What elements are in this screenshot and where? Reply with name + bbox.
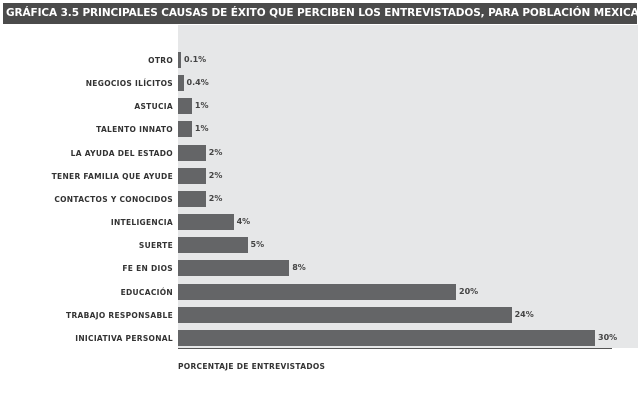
value-label: 2% (208, 193, 223, 203)
bar (178, 283, 456, 300)
x-axis-line (178, 348, 612, 349)
bar (178, 329, 595, 346)
category-label: OTRO (148, 56, 173, 65)
category-label: LA AYUDA DEL ESTADO (70, 148, 173, 158)
category-label: SUERTE (138, 241, 173, 251)
bar (178, 237, 248, 254)
value-label: 20% (459, 286, 479, 296)
bar (178, 75, 184, 92)
bar (178, 98, 192, 115)
bar (178, 121, 192, 138)
value-label: 0.4% (186, 78, 209, 88)
bar (178, 214, 234, 231)
bar (178, 52, 181, 68)
category-label: NEGOCIOS ILÍCITOS (85, 79, 173, 89)
category-label: FE EN DIOS (122, 264, 173, 274)
category-label: TENER FAMILIA QUE AYUDE (51, 171, 173, 181)
category-label: TALENTO INNATO (96, 125, 173, 135)
chart-title: GRÁFICA 3.5 PRINCIPALES CAUSAS DE ÉXITO … (3, 3, 641, 24)
bar (178, 190, 206, 207)
category-label: INTELIGENCIA (110, 218, 173, 228)
value-label: 4% (236, 217, 251, 227)
category-label: CONTACTOS Y CONOCIDOS (54, 194, 173, 204)
bar (178, 306, 512, 323)
category-label: EDUCACIÓN (120, 287, 173, 297)
bar (178, 260, 290, 277)
value-label: 30% (598, 332, 618, 342)
category-label: ASTUCIA (134, 102, 173, 112)
value-label: 2% (208, 147, 223, 157)
bar (178, 167, 206, 184)
category-label: TRABAJO RESPONSABLE (66, 310, 173, 320)
value-label: 1% (194, 124, 209, 134)
value-label: 8% (292, 263, 306, 273)
value-label: 24% (514, 309, 534, 319)
bar (178, 144, 206, 161)
value-label: 5% (250, 240, 265, 250)
plot-area (178, 25, 638, 348)
value-label: 0.1% (184, 55, 207, 64)
value-label: 2% (208, 170, 223, 180)
x-axis-label: PORCENTAJE DE ENTREVISTADOS (178, 362, 326, 371)
value-label: 1% (194, 101, 209, 111)
category-label: INICIATIVA PERSONAL (75, 333, 173, 343)
